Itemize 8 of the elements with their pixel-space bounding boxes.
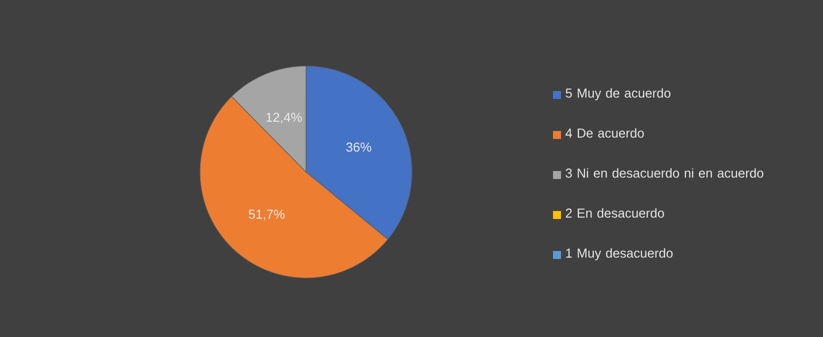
data-label: 51,7% bbox=[248, 210, 285, 220]
legend-label: 1 Muy desacuerdo bbox=[566, 248, 673, 260]
data-label: 36% bbox=[346, 142, 372, 152]
legend-label: 4 De acuerdo bbox=[566, 128, 644, 138]
legend-label: 3 Ni en desacuerdo ni en acuerdo bbox=[566, 168, 764, 178]
data-label: 12,4% bbox=[266, 112, 302, 124]
legend-label: 2 En desacuerdo bbox=[566, 208, 664, 218]
legend-label: 5 Muy de acuerdo bbox=[566, 88, 670, 100]
